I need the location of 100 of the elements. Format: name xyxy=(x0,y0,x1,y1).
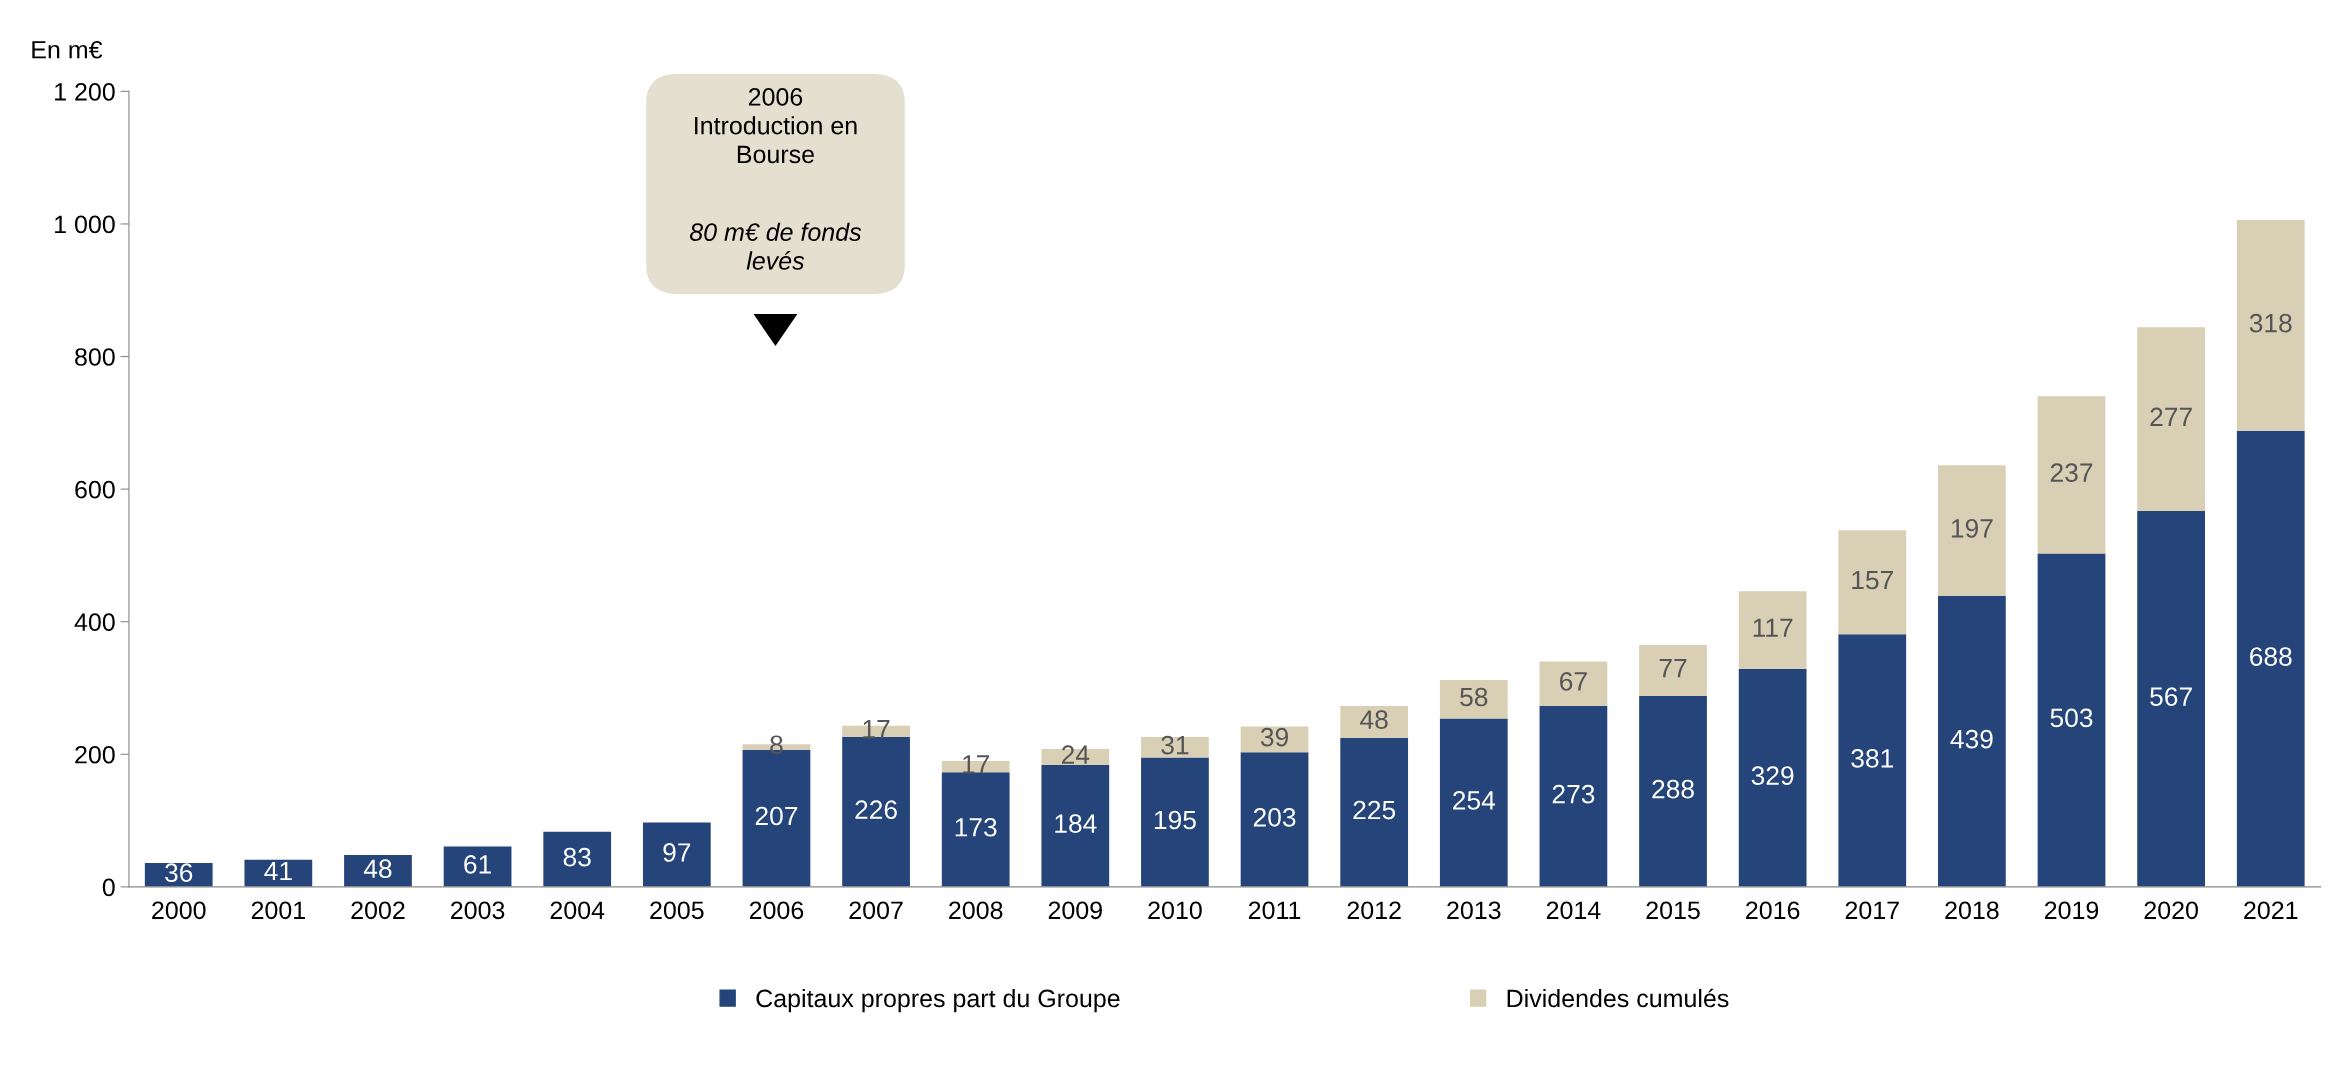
x-tick-label: 2015 xyxy=(1646,901,1700,920)
y-tick-label: 600 xyxy=(75,480,115,499)
y-tick-label: 400 xyxy=(74,613,115,632)
data-label: 39 xyxy=(1260,727,1288,747)
bar xyxy=(2137,327,2205,511)
y-axis-title: En m€ xyxy=(32,40,103,59)
bar xyxy=(2236,219,2305,431)
y-tick-label: 200 xyxy=(75,745,115,764)
data-label: 17 xyxy=(863,720,890,739)
data-label: 58 xyxy=(1460,687,1488,707)
data-label: 31 xyxy=(1161,735,1189,755)
bar xyxy=(842,737,910,887)
data-label: 439 xyxy=(1950,729,1993,749)
bar xyxy=(642,822,711,887)
x-tick-label: 2011 xyxy=(1248,901,1301,920)
data-label: 503 xyxy=(2050,708,2093,728)
data-label: 318 xyxy=(2249,313,2292,333)
data-label: 77 xyxy=(1659,659,1687,678)
data-label: 225 xyxy=(1353,800,1396,820)
legend-label: Dividendes cumulés xyxy=(1507,988,1729,1008)
data-label: 254 xyxy=(1453,791,1496,810)
bar xyxy=(1738,668,1807,887)
bar xyxy=(941,772,1010,887)
data-label: 381 xyxy=(1851,748,1893,768)
x-tick-label: 2007 xyxy=(849,901,903,920)
x-tick-label: 2010 xyxy=(1148,901,1202,920)
data-label: 207 xyxy=(755,806,798,826)
bar xyxy=(2137,511,2205,887)
x-tick-label: 2019 xyxy=(2044,901,2099,920)
bar xyxy=(1738,591,1807,669)
y-tick-label: 1 000 xyxy=(55,215,115,234)
legend-label: Capitaux propres part du Groupe xyxy=(756,988,1120,1013)
data-label: 8 xyxy=(770,735,783,755)
bar xyxy=(443,846,512,887)
bar xyxy=(1141,757,1209,887)
bar xyxy=(1938,595,2006,887)
data-label: 83 xyxy=(563,847,591,867)
bar xyxy=(2236,430,2305,887)
x-tick-label: 2001 xyxy=(251,901,305,920)
x-tick-label: 2016 xyxy=(1746,901,1800,920)
bar xyxy=(1838,634,1907,887)
data-label: 67 xyxy=(1560,672,1587,691)
x-tick-label: 2012 xyxy=(1347,901,1401,920)
bar xyxy=(1439,718,1508,887)
bar xyxy=(1938,465,2006,596)
data-label: 288 xyxy=(1652,779,1694,799)
data-label: 36 xyxy=(165,863,193,883)
data-label: 195 xyxy=(1154,810,1196,830)
data-label: 567 xyxy=(2150,687,2192,707)
x-tick-label: 2002 xyxy=(351,901,405,920)
x-tick-label: 2020 xyxy=(2144,901,2198,920)
data-label: 237 xyxy=(2050,463,2093,482)
data-label: 97 xyxy=(663,843,691,862)
annotation: 80 m€ de fonds levés xyxy=(689,222,862,270)
x-tick-label: 2008 xyxy=(949,901,1003,920)
data-label: 197 xyxy=(1951,518,1993,538)
data-label: 273 xyxy=(1552,784,1595,804)
x-tick-label: 2021 xyxy=(2244,901,2298,920)
data-label: 157 xyxy=(1852,570,1893,590)
bar xyxy=(1041,764,1110,887)
x-tick-label: 2005 xyxy=(650,901,704,920)
data-label: 117 xyxy=(1753,618,1793,637)
x-tick-label: 2017 xyxy=(1845,901,1899,920)
data-label: 277 xyxy=(2150,407,2192,427)
data-label: 48 xyxy=(1360,710,1388,729)
x-tick-label: 2000 xyxy=(152,901,206,920)
data-label: 226 xyxy=(855,800,897,820)
bar xyxy=(1240,752,1309,887)
bar xyxy=(1141,737,1209,758)
bar xyxy=(1639,695,1707,887)
data-label: 48 xyxy=(363,859,392,879)
annotation: 2006 Introduction en Bourse xyxy=(695,88,857,164)
y-tick-label: 800 xyxy=(75,348,115,366)
x-tick-label: 2003 xyxy=(451,901,505,920)
data-label: 203 xyxy=(1253,807,1296,827)
data-label: 329 xyxy=(1751,766,1794,785)
bar xyxy=(2037,396,2106,554)
y-tick-label: 0 xyxy=(102,878,115,897)
data-label: 24 xyxy=(1061,745,1090,764)
data-label: 173 xyxy=(955,817,997,837)
bar xyxy=(1539,661,1608,706)
bar xyxy=(1340,705,1409,738)
bar xyxy=(1838,530,1907,635)
bar xyxy=(1539,705,1608,887)
data-label: 41 xyxy=(264,861,292,881)
x-tick-label: 2006 xyxy=(749,901,804,920)
bar xyxy=(1639,644,1707,696)
x-tick-label: 2004 xyxy=(550,901,605,920)
data-label: 184 xyxy=(1055,814,1097,833)
bar xyxy=(1340,737,1409,887)
data-label: 61 xyxy=(464,855,491,874)
bar xyxy=(2037,553,2106,887)
x-tick-label: 2009 xyxy=(1048,901,1102,920)
x-tick-label: 2013 xyxy=(1447,901,1501,920)
y-tick-label: 1 200 xyxy=(55,82,115,101)
data-label: 688 xyxy=(2250,647,2292,666)
bar xyxy=(543,831,612,887)
bar xyxy=(1439,680,1508,719)
x-tick-label: 2014 xyxy=(1546,901,1601,920)
x-tick-label: 2018 xyxy=(1945,901,1999,920)
